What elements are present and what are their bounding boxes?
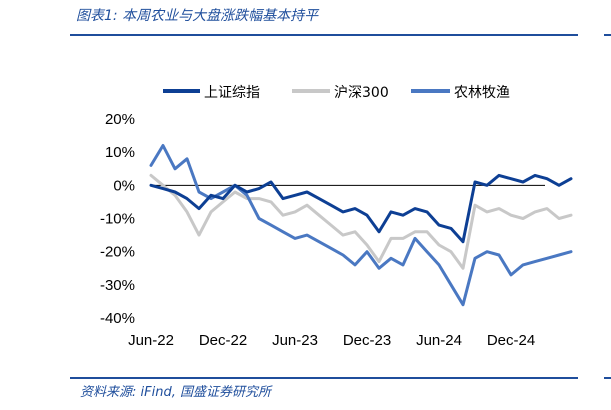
y-tick-label: -10% — [100, 211, 135, 228]
x-axis: Jun-22 Dec-22 Jun-23 Dec-23 Jun-24 Dec-24 — [128, 184, 545, 349]
bottom-rule — [70, 377, 578, 379]
x-tick-label: Dec-22 — [199, 332, 247, 349]
series-line-0 — [149, 173, 573, 244]
series-line-2 — [149, 144, 573, 307]
legend-label-csi300: 沪深300 — [334, 85, 389, 101]
x-tick-label: Dec-24 — [487, 332, 535, 349]
x-tick-label: Jun-23 — [272, 332, 318, 349]
legend: 上证综指 沪深300 农林牧渔 — [163, 85, 510, 101]
top-rule-tail — [604, 34, 611, 36]
bottom-rule-tail — [604, 377, 611, 379]
x-tick-label: Jun-24 — [416, 332, 462, 349]
y-tick-label: 20% — [105, 111, 135, 128]
series-layer — [149, 144, 573, 307]
series-line-1 — [149, 173, 573, 270]
source-note: 资料来源: iFind, 国盛证券研究所 — [80, 385, 271, 400]
x-tick-label: Dec-23 — [343, 332, 391, 349]
y-tick-label: 0% — [113, 177, 135, 194]
y-axis: 20% 10% 0% -10% -20% -30% -40% — [100, 111, 135, 327]
y-tick-label: 10% — [105, 144, 135, 161]
x-tick-label: Jun-22 — [128, 332, 174, 349]
figure-title: 图表1: 本周农业与大盘涨跌幅基本持平 — [76, 8, 319, 24]
legend-label-shanghai: 上证综指 — [204, 85, 260, 101]
y-tick-label: -30% — [100, 277, 135, 294]
top-rule — [70, 34, 578, 36]
y-tick-label: -20% — [100, 244, 135, 261]
y-tick-label: -40% — [100, 310, 135, 327]
legend-label-agriculture: 农林牧渔 — [454, 85, 510, 101]
